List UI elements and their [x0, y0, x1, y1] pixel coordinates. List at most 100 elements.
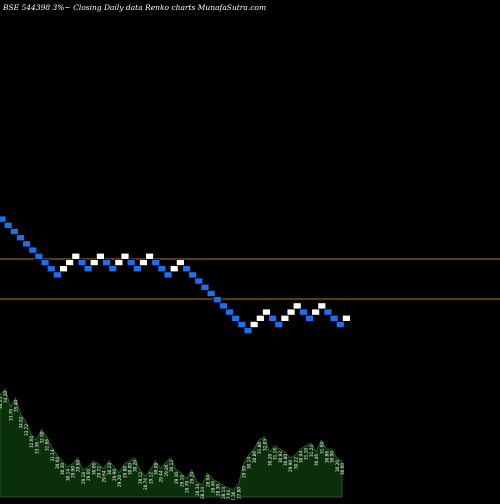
volume-label: 32.03 [262, 439, 267, 451]
renko-brick-up [139, 258, 148, 266]
volume-label: 30.06 [91, 463, 96, 475]
renko-brick-down [305, 314, 314, 322]
renko-brick-down [0, 215, 7, 223]
renko-brick-down [274, 320, 284, 328]
renko-brick-down [182, 265, 191, 273]
volume-label: 27.64 [226, 490, 231, 500]
volume-label: 29.86 [164, 464, 169, 476]
volume-label: 28.14 [221, 487, 226, 499]
renko-brick-down [268, 314, 278, 322]
renko-brick-down [194, 277, 204, 285]
volume-label: 30.86 [324, 451, 329, 463]
volume-label: 30.00 [128, 463, 133, 475]
renko-brick-down [323, 308, 333, 316]
renko-brick-up [65, 258, 75, 266]
volume-label: 29.90 [71, 466, 76, 478]
renko-bricks [0, 215, 351, 335]
volume-label: 31.80 [257, 442, 262, 454]
renko-brick-down [77, 258, 87, 266]
renko-brick-up [311, 308, 321, 316]
renko-brick-down [329, 314, 339, 322]
volume-label: 33.70 [8, 409, 13, 421]
renko-brick-down [52, 271, 62, 279]
volume-label: 29.12 [138, 472, 143, 484]
renko-brick-down [22, 240, 32, 248]
volume-label: 28.46 [210, 481, 215, 493]
volume-label: 29.36 [174, 472, 179, 484]
renko-brick-up [96, 252, 105, 260]
volume-label: 32.60 [29, 436, 34, 448]
volume-label: 27.80 [236, 487, 241, 499]
renko-brick-down [231, 314, 241, 322]
renko-brick-up [71, 252, 81, 260]
renko-brick-down [335, 320, 345, 328]
volume-label: 30.22 [293, 457, 298, 469]
renko-brick-down [157, 265, 167, 273]
volume-label: 31.24 [309, 445, 314, 457]
volume-label: 33.36 [34, 442, 39, 454]
volume-label: 29.60 [86, 469, 91, 481]
renko-brick-down [40, 258, 50, 266]
renko-brick-up [59, 265, 68, 273]
volume-label: 28.78 [185, 481, 190, 493]
renko-brick-down [3, 221, 13, 229]
volume-label: 30.00 [340, 463, 345, 475]
volume-label: 30.12 [169, 460, 174, 472]
volume-label: 30.14 [247, 457, 252, 469]
volume-label: 29.80 [122, 466, 127, 478]
volume-label: 29.64 [102, 470, 107, 482]
volume-label: 30.60 [55, 457, 60, 469]
volume-label: 31.16 [273, 448, 278, 460]
volume-label: 28.34 [195, 484, 200, 496]
renko-brick-down [243, 327, 253, 335]
renko-brick-up [262, 308, 271, 316]
volume-label: 31.14 [50, 449, 55, 461]
volume-label: 35.40 [14, 400, 19, 412]
renko-brick-down [298, 308, 308, 316]
volume-label: 30.08 [153, 463, 158, 475]
renko-brick-down [212, 296, 222, 304]
renko-brick-down [163, 271, 173, 279]
renko-brick-down [108, 265, 118, 273]
volume-label: 31.10 [304, 448, 309, 460]
volume-label: 28.76 [143, 478, 148, 490]
volume-label: 29.18 [81, 472, 86, 484]
volume-label: 28.24 [200, 487, 205, 499]
renko-brick-up [169, 265, 179, 273]
renko-brick-down [102, 258, 111, 266]
renko-brick-up [280, 314, 290, 322]
volume-label: 29.10 [179, 475, 184, 487]
renko-brick-up [341, 314, 351, 322]
volume-label: 32.90 [39, 431, 44, 443]
renko-brick-up [317, 302, 327, 310]
renko-brick-down [83, 265, 93, 273]
renko-brick-down [28, 246, 38, 254]
volume-label: 29.12 [148, 472, 153, 484]
renko-brick-up [145, 252, 155, 260]
volume-label: 31.66 [45, 439, 50, 451]
renko-brick-down [9, 227, 19, 235]
renko-brick-down [34, 252, 44, 260]
renko-brick-down [46, 265, 56, 273]
volume-label: 30.46 [314, 454, 319, 466]
volume-label: 30.94 [299, 451, 304, 463]
renko-brick-down [151, 258, 161, 266]
volume-label: 29.50 [242, 466, 247, 478]
volume-label: 29.90 [288, 460, 293, 472]
renko-brick-up [120, 252, 130, 260]
volume-label: 29.60 [76, 460, 81, 472]
renko-brick-down [206, 289, 216, 297]
volume-label: 27.36 [231, 491, 236, 500]
volume-area-fill [0, 388, 343, 498]
renko-brick-down [132, 265, 142, 273]
renko-brick-up [255, 314, 265, 322]
renko-brick-up [114, 258, 124, 266]
volume-label: 34.82 [19, 416, 24, 428]
volume-label: 30.92 [278, 451, 283, 463]
volume-label: 30.30 [60, 463, 65, 475]
renko-brick-down [188, 271, 198, 279]
renko-brick-down [218, 302, 228, 310]
volume-label: 30.86 [252, 451, 257, 463]
